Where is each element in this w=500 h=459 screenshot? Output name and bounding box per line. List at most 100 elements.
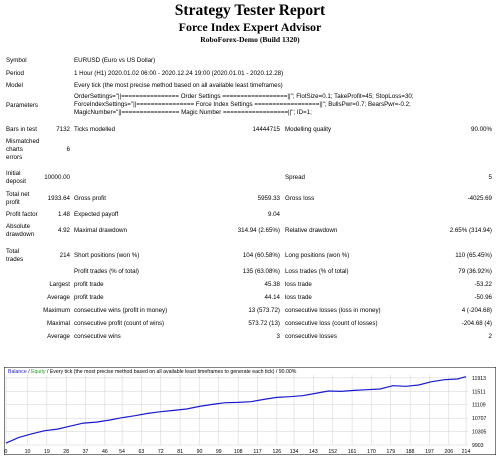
legend-balance: Balance <box>8 369 27 375</box>
pf-label: Profit factor <box>6 211 38 218</box>
legend-rest: / Every tick (the most precise method ba… <box>46 369 297 375</box>
avg-losses-value: 2 <box>488 333 492 340</box>
mismatch-label-1: Mismatched <box>6 138 40 145</box>
payoff-label: Expected payoff <box>74 211 119 218</box>
balance-chart-svg: Balance / Equity / Every tick (the most … <box>3 366 497 456</box>
max-wins-label: consecutive wins (profit in money) <box>74 307 168 314</box>
avg-consec-label: Average <box>47 333 70 340</box>
chart-border <box>3 366 497 456</box>
symbol-value: EURUSD (Euro vs US Dollar) <box>74 57 156 64</box>
report-subtitle: Force Index Expert Advisor <box>178 20 322 34</box>
short-label: Short positions (won %) <box>74 252 140 259</box>
x-tick-label: 161 <box>348 449 357 455</box>
x-tick-label: 134 <box>290 449 299 455</box>
server-info: RoboForex-Demo (Build 1320) <box>200 35 300 44</box>
maximal-loss-value: -204.68 (4) <box>461 320 492 327</box>
chart-legend: Balance / Equity / Every tick (the most … <box>8 369 297 375</box>
long-label: Long positions (won %) <box>285 252 350 259</box>
grossloss-value: -4025.69 <box>467 195 492 202</box>
x-tick-label: 108 <box>234 449 243 455</box>
profittrades-label: Profit trades (% of total) <box>74 268 139 275</box>
pf-value: 1.48 <box>57 211 70 218</box>
reldd-label: Relative drawdown <box>285 227 338 234</box>
chart-grid <box>5 375 468 446</box>
model-label: Model <box>6 82 23 89</box>
spread-label: Spread <box>285 174 305 181</box>
y-tick-label: 10707 <box>472 416 487 422</box>
x-tick-label: 117 <box>253 449 261 455</box>
largest-profit-label: profit trade <box>74 281 104 288</box>
reldd-value: 2.65% (314.94) <box>449 227 492 234</box>
average-profit-value: 44.14 <box>264 294 280 301</box>
short-value: 104 (60.58%) <box>242 252 280 259</box>
trades-value: 214 <box>59 252 70 259</box>
avg-wins-label: consecutive wins <box>74 333 121 340</box>
quality-value: 90.00% <box>471 126 492 133</box>
x-tick-label: 28 <box>63 449 69 455</box>
max-wins-value: 13 (573.72) <box>248 307 280 314</box>
maximal-loss-label: consecutive loss (count of losses) <box>285 320 378 327</box>
deposit-label-2: deposit <box>6 178 26 185</box>
mismatch-label-2: charts <box>6 146 23 153</box>
x-tick-label: 54 <box>119 449 125 455</box>
balance-chart: Balance / Equity / Every tick (the most … <box>3 366 497 456</box>
long-value: 110 (65.45%) <box>455 252 492 259</box>
losstrades-value: 79 (36.92%) <box>458 268 492 275</box>
largest-loss-label: loss trade <box>285 281 312 288</box>
absdd-label-1: Absolute <box>6 223 31 230</box>
balance-line <box>5 376 467 444</box>
avg-losses-label: consecutive losses <box>285 333 337 340</box>
ticks-value: 14444715 <box>252 126 280 133</box>
absdd-label-2: drawdown <box>6 231 35 238</box>
grossprofit-label: Gross profit <box>74 195 106 202</box>
x-tick-label: 152 <box>328 449 337 455</box>
netprofit-value: 1933.64 <box>47 195 70 202</box>
y-axis-ticks: 11913 11511 11109 10707 10305 9903 <box>472 376 487 449</box>
quality-label: Modelling quality <box>285 126 332 133</box>
model-value: Every tick (the most precise method base… <box>74 82 283 89</box>
x-tick-label: 90 <box>197 449 203 455</box>
x-tick-label: 81 <box>177 449 183 455</box>
x-tick-label: 99 <box>216 449 222 455</box>
average-loss-value: -50.96 <box>474 294 492 301</box>
parameters-label: Parameters <box>6 102 38 109</box>
payoff-value: 9.04 <box>267 211 280 218</box>
x-tick-label: 188 <box>406 449 415 455</box>
x-tick-label: 63 <box>139 449 145 455</box>
parameters-line-1: OrderSettings="||================ Order … <box>74 93 414 100</box>
x-tick-label: 72 <box>158 449 164 455</box>
average-profit-label: profit trade <box>74 294 104 301</box>
period-label: Period <box>6 70 24 77</box>
x-tick-label: 179 <box>386 449 395 455</box>
max-losses-label: consecutive losses (loss in money) <box>285 307 381 314</box>
deposit-label-1: Initial <box>6 170 21 177</box>
maxdd-value: 314.94 (2.65%) <box>237 227 280 234</box>
mismatch-label-3: errors <box>6 154 23 161</box>
largest-label: Largest <box>49 281 70 288</box>
x-tick-label: 206 <box>444 449 453 455</box>
ticks-label: Ticks modelled <box>74 126 116 133</box>
grossprofit-value: 5959.33 <box>257 195 280 202</box>
x-tick-label: 37 <box>83 449 89 455</box>
trades-label-1: Total <box>6 248 20 255</box>
x-tick-label: 46 <box>102 449 108 455</box>
losstrades-label: Loss trades (% of total) <box>285 268 349 275</box>
avg-wins-value: 3 <box>276 333 280 340</box>
report-title: Strategy Tester Report <box>174 2 326 19</box>
period-value: 1 Hour (H1) 2020.01.02 06:00 - 2020.12.2… <box>74 70 284 77</box>
maxdd-label: Maximal drawdown <box>74 227 127 234</box>
bars-label: Bars in test <box>6 126 37 133</box>
trades-label-2: trades <box>6 256 24 263</box>
largest-loss-value: -53.22 <box>474 281 492 288</box>
grossloss-label: Gross loss <box>285 195 315 202</box>
y-tick-label: 11913 <box>472 376 486 382</box>
spread-value: 5 <box>488 174 492 181</box>
average-label: Average <box>47 294 70 301</box>
x-tick-label: 214 <box>462 449 471 455</box>
y-tick-label: 10305 <box>472 430 487 436</box>
x-tick-label: 10 <box>25 449 31 455</box>
maximal-label: Maximal <box>46 320 70 327</box>
max-losses-value: 4 (-204.68) <box>461 307 492 314</box>
absdd-value: 4.92 <box>57 227 70 234</box>
parameters-line-2: ForceIndexSettings="||================ F… <box>74 101 411 108</box>
